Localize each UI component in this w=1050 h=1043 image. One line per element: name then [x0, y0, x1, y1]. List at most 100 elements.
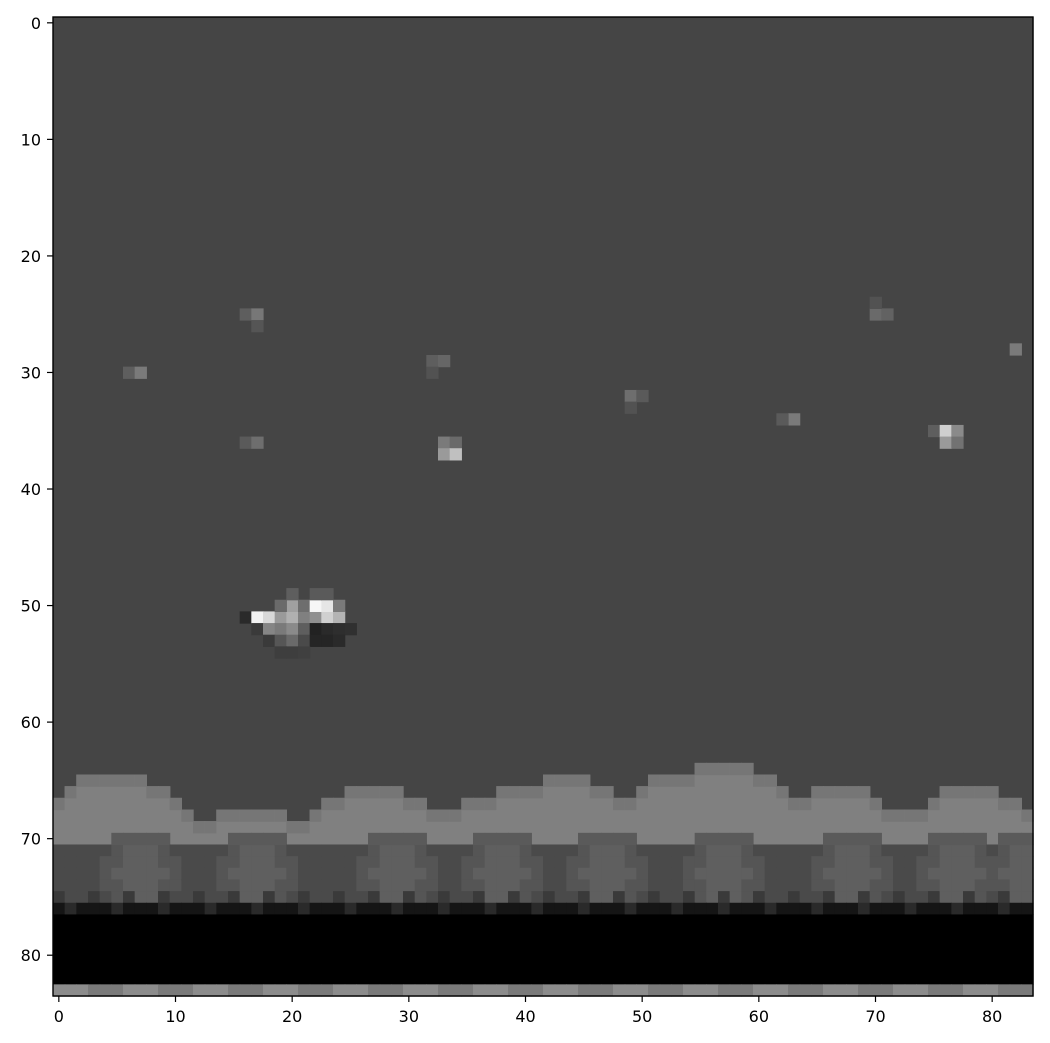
ground-cell: [811, 868, 823, 880]
ground-cell: [473, 856, 485, 868]
ground-cell: [193, 868, 205, 880]
ground-cell: [356, 856, 368, 868]
ground-cell: [123, 844, 135, 856]
ground-cell: [450, 844, 462, 856]
ground-cell: [146, 833, 158, 845]
bottom-stripe-cell: [590, 984, 602, 996]
ground-shadow-cell: [345, 903, 357, 915]
bottom-stripe-cell: [310, 984, 322, 996]
ground-cell: [963, 891, 975, 903]
ground-cell: [485, 856, 497, 868]
ground-cell: [450, 891, 462, 903]
y-tick-label: 30: [21, 363, 41, 382]
bottom-stripe-cell: [741, 984, 753, 996]
ground-cell: [345, 868, 357, 880]
ground-cell: [450, 868, 462, 880]
ground-cell: [683, 868, 695, 880]
ground-cell: [76, 844, 88, 856]
hill-edge-cell: [590, 786, 602, 798]
hill-edge-cell: [765, 775, 777, 787]
ground-cell: [333, 879, 345, 891]
hill-edge-cell: [543, 775, 555, 787]
ground-cell: [391, 891, 403, 903]
bottom-stripe-cell: [625, 984, 637, 996]
ground-shadow-cell: [835, 903, 847, 915]
hill-edge-cell: [368, 786, 380, 798]
ship-cell: [321, 635, 333, 647]
hill-edge-cell: [321, 798, 333, 810]
bottom-stripe-cell: [613, 984, 625, 996]
bottom-stripe-cell: [881, 984, 893, 996]
ground-cell: [613, 891, 625, 903]
ground-cell: [76, 879, 88, 891]
ground-cell: [496, 879, 508, 891]
ground-cell: [555, 856, 567, 868]
ship-cell: [345, 623, 357, 635]
ground-cell: [461, 856, 473, 868]
hill-edge-cell: [741, 763, 753, 775]
ground-shadow-cell: [275, 903, 287, 915]
ground-cell: [975, 879, 987, 891]
ground-shadow-cell: [730, 903, 742, 915]
ship-cell: [298, 600, 310, 612]
ship-cell: [298, 611, 310, 623]
ground-cell: [321, 844, 333, 856]
ground-cell: [240, 891, 252, 903]
ground-cell: [473, 833, 485, 845]
ground-cell: [998, 879, 1010, 891]
hill-edge-cell: [263, 810, 275, 822]
ground-cell: [275, 891, 287, 903]
ground-cell: [811, 844, 823, 856]
ground-cell: [998, 868, 1010, 880]
bottom-stripe-cell: [461, 984, 473, 996]
ground-cell: [753, 891, 765, 903]
star-cell: [625, 402, 637, 414]
star-cell: [940, 437, 952, 449]
ground-shadow-cell: [870, 903, 882, 915]
hill-edge-cell: [788, 798, 800, 810]
ground-cell: [251, 879, 263, 891]
ground-cell: [940, 856, 952, 868]
ship-cell: [310, 588, 322, 600]
ground-cell: [100, 879, 112, 891]
hill-edge-cell: [998, 798, 1010, 810]
ground-cell: [111, 891, 123, 903]
ground-cell: [135, 868, 147, 880]
ground-cell: [823, 891, 835, 903]
ground-cell: [916, 856, 928, 868]
bottom-stripe-cell: [205, 984, 217, 996]
bottom-stripe-cell: [485, 984, 497, 996]
ground-cell: [800, 868, 812, 880]
ground-cell: [893, 891, 905, 903]
bottom-stripe-cell: [648, 984, 660, 996]
bottom-stripe-cell: [415, 984, 427, 996]
ground-cell: [940, 868, 952, 880]
hill-edge-cell: [706, 763, 718, 775]
bottom-stripe-cell: [951, 984, 963, 996]
ground-cell: [753, 844, 765, 856]
ground-cell: [660, 856, 672, 868]
x-tick-label: 70: [865, 1007, 885, 1026]
ground-shadow-cell: [788, 903, 800, 915]
x-tick-label: 0: [54, 1007, 64, 1026]
bottom-stripe-cell: [753, 984, 765, 996]
ground-cell: [333, 868, 345, 880]
hill-edge-cell: [403, 798, 415, 810]
ground-shadow-cell: [263, 903, 275, 915]
ground-cell: [426, 891, 438, 903]
ground-cell: [823, 868, 835, 880]
ground-cell: [601, 844, 613, 856]
star-cell: [135, 367, 147, 379]
ground-cell: [345, 856, 357, 868]
star-cell: [450, 448, 462, 460]
bottom-stripe-cell: [298, 984, 310, 996]
ground-cell: [485, 833, 497, 845]
star-cell: [870, 297, 882, 309]
hill-edge-cell: [916, 810, 928, 822]
ground-shadow-cell: [905, 903, 917, 915]
ground-cell: [345, 891, 357, 903]
ground-cell: [158, 856, 170, 868]
ground-cell: [228, 879, 240, 891]
ground-shadow-cell: [998, 903, 1010, 915]
ground-cell: [298, 856, 310, 868]
